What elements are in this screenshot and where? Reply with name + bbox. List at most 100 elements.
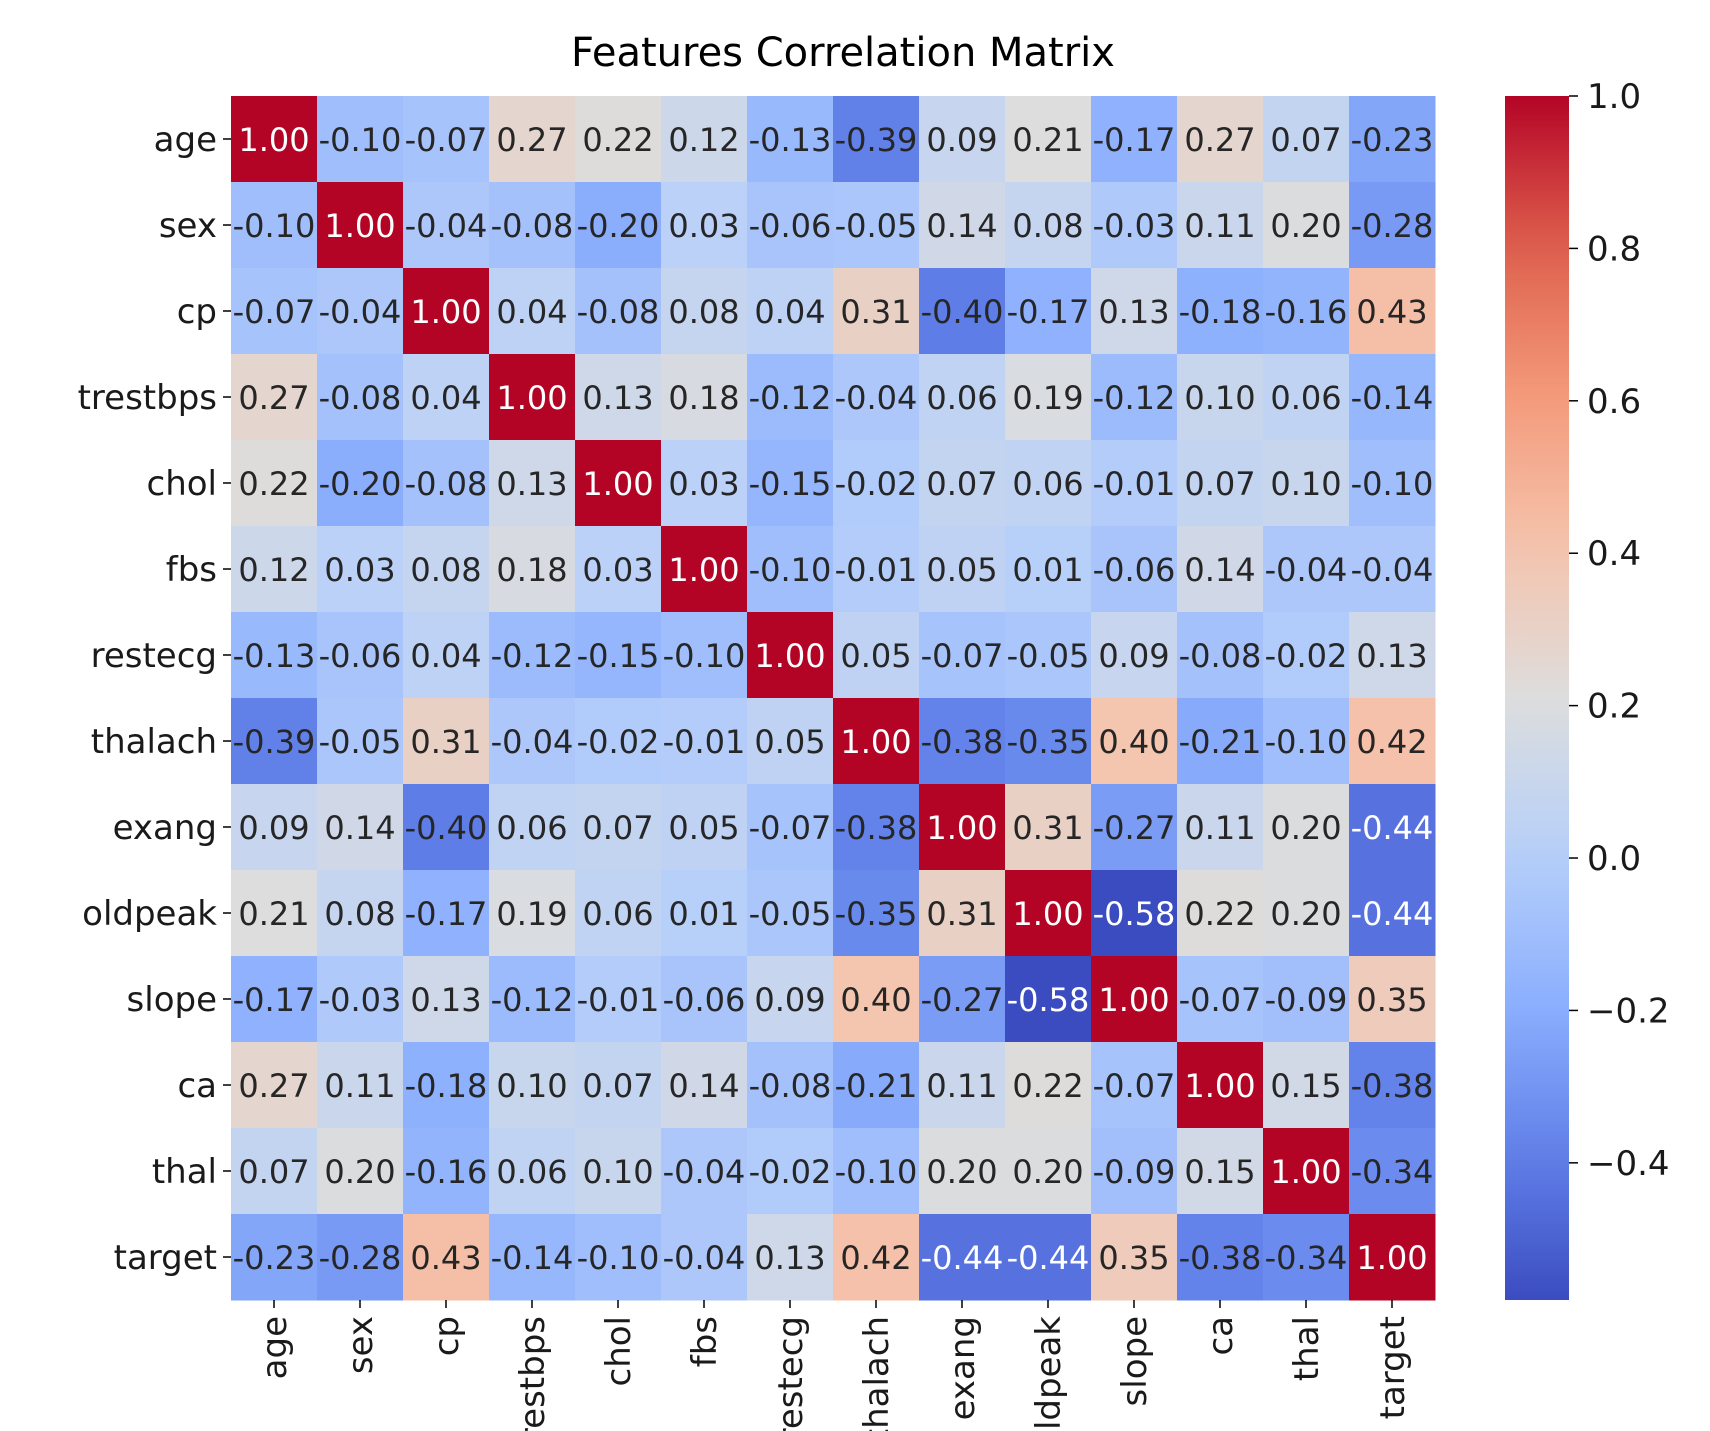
heatmap-cell bbox=[661, 526, 748, 613]
heatmap-cell bbox=[231, 268, 318, 355]
heatmap-cell bbox=[1349, 1128, 1436, 1215]
heatmap-cell bbox=[919, 698, 1006, 785]
cell-value-label: 0.08 bbox=[324, 895, 395, 933]
heatmap-cell bbox=[317, 526, 404, 613]
heatmap-cell bbox=[575, 440, 662, 527]
cell-value-label: 0.19 bbox=[1012, 379, 1083, 417]
cell-value-label: -0.28 bbox=[1351, 207, 1434, 245]
heatmap-cell bbox=[747, 440, 834, 527]
heatmap-cell bbox=[1177, 1042, 1264, 1129]
cell-value-label: -0.12 bbox=[1093, 379, 1176, 417]
cell-value-label: 0.05 bbox=[668, 809, 739, 847]
x-tick-label: age bbox=[255, 1316, 295, 1379]
heatmap-cell bbox=[575, 784, 662, 871]
cell-value-label: -0.08 bbox=[577, 293, 660, 331]
heatmap-cell bbox=[575, 698, 662, 785]
heatmap-cell bbox=[919, 956, 1006, 1043]
cell-value-label: -0.04 bbox=[405, 207, 488, 245]
cell-value-label: -0.06 bbox=[749, 207, 832, 245]
cell-value-label: -0.38 bbox=[835, 809, 918, 847]
cell-value-label: 1.00 bbox=[840, 723, 911, 761]
heatmap-cell bbox=[833, 440, 920, 527]
cell-value-label: 0.13 bbox=[754, 1239, 825, 1277]
heatmap-cell bbox=[231, 1214, 318, 1301]
heatmap-cell bbox=[1005, 956, 1092, 1043]
heatmap-cell bbox=[1349, 784, 1436, 871]
heatmap-cell bbox=[1263, 1214, 1350, 1301]
heatmap-cell bbox=[231, 526, 318, 613]
cell-value-label: 0.06 bbox=[926, 379, 997, 417]
heatmap-cell bbox=[1349, 96, 1436, 183]
cell-value-label: 0.03 bbox=[582, 551, 653, 589]
heatmap-cell bbox=[661, 1214, 748, 1301]
cell-value-label: -0.01 bbox=[835, 551, 918, 589]
cell-value-label: 0.18 bbox=[496, 551, 567, 589]
heatmap-cells: 1.00 -0.10 -0.07 0.27 0.22 0.12 -0.13 -0.39 0.09… bbox=[231, 96, 1436, 1301]
cell-value-label: -0.12 bbox=[749, 379, 832, 417]
cell-value-label: -0.04 bbox=[319, 293, 402, 331]
heatmap-cell bbox=[1263, 440, 1350, 527]
cell-value-label: 0.40 bbox=[840, 981, 911, 1019]
heatmap-cell bbox=[919, 870, 1006, 957]
heatmap-cell bbox=[661, 612, 748, 699]
y-tick-label: trestbps bbox=[78, 378, 217, 418]
cell-value-label: -0.16 bbox=[1265, 293, 1348, 331]
heatmap-cell bbox=[919, 440, 1006, 527]
heatmap-cell bbox=[1263, 956, 1350, 1043]
heatmap-cell bbox=[231, 182, 318, 269]
cell-value-label: 1.00 bbox=[1098, 981, 1169, 1019]
cell-value-label: 0.03 bbox=[324, 551, 395, 589]
x-tick-label: chol bbox=[599, 1316, 639, 1387]
colorbar-tick-label: 0.0 bbox=[1587, 839, 1641, 879]
cell-value-label: -0.18 bbox=[405, 1067, 488, 1105]
cell-value-label: 0.04 bbox=[496, 293, 567, 331]
heatmap-cell bbox=[403, 870, 490, 957]
cell-value-label: 0.11 bbox=[1184, 207, 1255, 245]
heatmap-cell bbox=[1005, 1042, 1092, 1129]
heatmap-cell bbox=[1349, 1042, 1436, 1129]
heatmap-cell bbox=[747, 1042, 834, 1129]
cell-value-label: -0.14 bbox=[1351, 379, 1434, 417]
cell-value-label: 0.19 bbox=[496, 895, 567, 933]
heatmap-cell bbox=[1263, 612, 1350, 699]
heatmap-cell bbox=[661, 182, 748, 269]
x-tick-label: exang bbox=[943, 1316, 983, 1420]
heatmap-cell bbox=[1091, 268, 1178, 355]
y-tick-label: age bbox=[154, 120, 217, 160]
cell-value-label: -0.07 bbox=[749, 809, 832, 847]
y-tick-label: thalach bbox=[91, 722, 217, 762]
cell-value-label: -0.15 bbox=[577, 637, 660, 675]
heatmap-cell bbox=[231, 1042, 318, 1129]
cell-value-label: 0.08 bbox=[668, 293, 739, 331]
cell-value-label: -0.44 bbox=[921, 1239, 1004, 1277]
heatmap-cell bbox=[403, 268, 490, 355]
cell-value-label: 0.14 bbox=[1184, 551, 1255, 589]
heatmap-cell bbox=[403, 784, 490, 871]
cell-value-label: -0.04 bbox=[663, 1239, 746, 1277]
cell-value-label: -0.04 bbox=[835, 379, 918, 417]
cell-value-label: -0.58 bbox=[1093, 895, 1176, 933]
heatmap-cell bbox=[489, 698, 576, 785]
cell-value-label: -0.07 bbox=[1093, 1067, 1176, 1105]
heatmap-cell bbox=[833, 526, 920, 613]
heatmap-cell bbox=[919, 268, 1006, 355]
heatmap-cell bbox=[231, 784, 318, 871]
cell-value-label: 0.03 bbox=[668, 207, 739, 245]
cell-value-label: -0.07 bbox=[1179, 981, 1262, 1019]
heatmap-cell bbox=[231, 956, 318, 1043]
heatmap-cell bbox=[1005, 182, 1092, 269]
heatmap-cell bbox=[1091, 612, 1178, 699]
heatmap-cell bbox=[833, 1214, 920, 1301]
cell-value-label: 1.00 bbox=[926, 809, 997, 847]
cell-value-label: -0.05 bbox=[749, 895, 832, 933]
heatmap-cell bbox=[1091, 96, 1178, 183]
heatmap-cell bbox=[231, 1128, 318, 1215]
cell-value-label: -0.06 bbox=[663, 981, 746, 1019]
cell-value-label: 0.11 bbox=[324, 1067, 395, 1105]
cell-value-label: -0.40 bbox=[405, 809, 488, 847]
heatmap-cell bbox=[1177, 182, 1264, 269]
cell-value-label: -0.05 bbox=[1007, 637, 1090, 675]
x-tick-label: oldpeak bbox=[1029, 1316, 1069, 1431]
cell-value-label: 0.10 bbox=[496, 1067, 567, 1105]
